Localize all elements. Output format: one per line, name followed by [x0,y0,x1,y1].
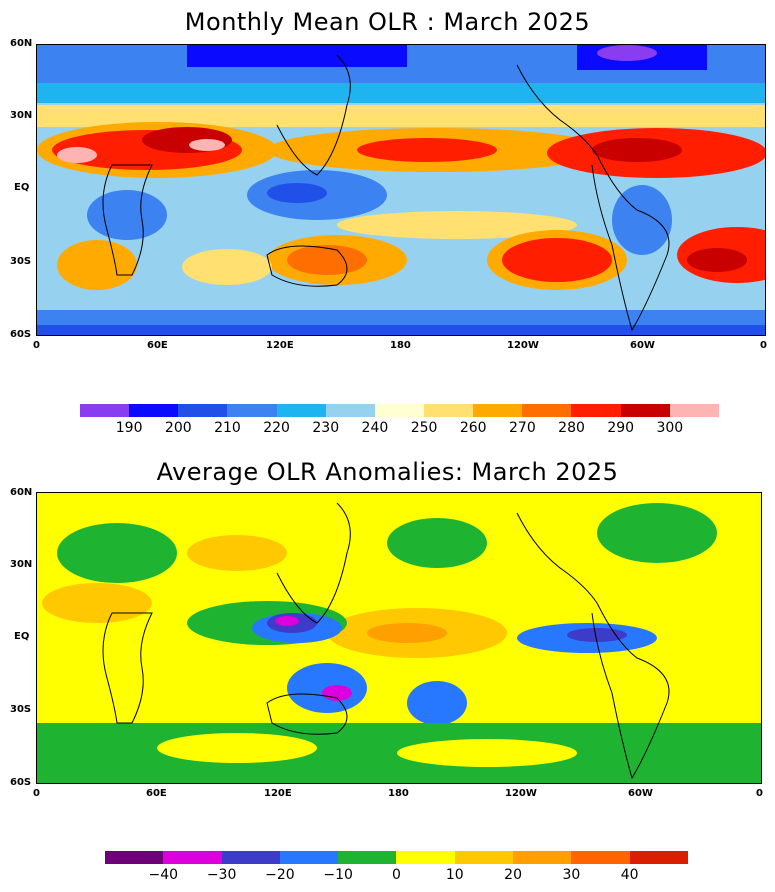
top-lon-label-120e: 120E [266,340,294,351]
olr-anomaly-colorbar-tick-label: 20 [504,867,522,883]
top-lon-label-60e: 60E [147,340,168,351]
olr-anomaly-colorbar-swatch [338,851,397,864]
bottom-lon-label-120e: 120E [264,788,292,799]
top-lat-label-60n: 60N [10,38,33,49]
olr-anomaly-colorbar-swatch [105,851,164,864]
olr-anomaly-colorbar-tick-label: −20 [265,867,295,883]
olr-anomaly-colorbar-tick-label: 40 [620,867,639,883]
top-lat-label-60s: 60S [10,329,32,340]
olr-mean-colorbar-tick-label: 190 [115,420,143,436]
olr-mean-colorbar-swatch [473,404,523,417]
olr-anomaly-colorbar-tick-label: −10 [323,867,353,883]
bottom-lon-label-0-east: 0 [756,788,763,799]
olr-anomaly-colorbar-tick-label: 30 [562,867,581,883]
olr-mean-colorbar-swatch [669,404,719,417]
olr-anomaly-colorbar-swatch [396,851,455,864]
bottom-lat-label-60s: 60S [10,777,32,788]
bottom-lon-label-60e: 60E [146,788,167,799]
olr-mean-colorbar-tick-label: 250 [410,420,438,436]
top-lon-label-60w: 60W [630,340,655,351]
olr-mean-colorbar-swatch [80,404,130,417]
olr-mean-colorbar-tick-label: 240 [361,420,389,436]
olr-mean-colorbar-swatch [571,404,621,417]
bottom-lon-label-60w: 60W [628,788,653,799]
olr-mean-colorbar-swatch [276,404,326,417]
olr-mean-colorbar-tick-label: 290 [607,420,635,436]
top-lon-label-180: 180 [390,340,411,351]
olr-anomaly-map [36,492,762,784]
olr-mean-colorbar-tick-label: 280 [558,420,585,436]
olr-mean-colorbar-swatch [178,404,228,417]
olr-mean-colorbar-swatch [325,404,375,417]
olr-mean-colorbar-swatch [374,404,424,417]
bottom-lon-label-180: 180 [388,788,409,799]
top-lat-label-30n: 30N [10,110,33,121]
olr-mean-colorbar-swatch [423,404,474,417]
top-lon-label-120w: 120W [507,340,539,351]
olr-mean-colorbar-tick-label: 260 [459,420,487,436]
bottom-map-title: Average OLR Anomalies: March 2025 [156,458,619,486]
olr-anomaly-colorbar-swatch [629,851,688,864]
olr-mean-colorbar-tick-label: 230 [312,420,340,436]
olr-anomaly-colorbar-tick-label: −40 [148,867,179,883]
olr-mean-field [37,45,765,335]
top-map-title: Monthly Mean OLR : March 2025 [184,8,591,36]
olr-mean-colorbar-tick-label: 210 [214,420,241,436]
top-lat-label-30s: 30S [10,256,32,267]
top-lon-label-0-east: 0 [760,340,767,351]
olr-mean-colorbar-tick-label: 200 [164,420,192,436]
olr-anomaly-colorbar-swatch [163,851,222,864]
olr-anomaly-colorbar-swatch [571,851,630,864]
olr-anomaly-colorbar [105,851,688,864]
olr-mean-colorbar-swatch [620,404,670,417]
top-lon-label-0: 0 [33,340,40,351]
olr-anomaly-colorbar-tick-label: 10 [445,867,464,883]
bottom-lon-label-120w: 120W [505,788,537,799]
bottom-lat-label-60n: 60N [10,487,33,498]
olr-anomaly-colorbar-swatch [279,851,339,864]
olr-mean-colorbar-tick-label: 270 [509,420,536,436]
olr-mean-colorbar-tick-label: 220 [263,420,290,436]
olr-mean-colorbar [80,404,719,417]
olr-anomaly-colorbar-swatch [221,851,280,864]
olr-mean-colorbar-swatch [227,404,277,417]
olr-mean-colorbar-tick-label: 300 [656,420,684,436]
bottom-lat-label-30s: 30S [10,704,32,715]
bottom-lat-label-eq: EQ [14,631,30,642]
bottom-lon-label-0: 0 [33,788,40,799]
top-lat-label-eq: EQ [14,182,30,193]
olr-mean-colorbar-swatch [522,404,572,417]
olr-mean-map [36,44,766,336]
bottom-lat-label-30n: 30N [10,559,33,570]
olr-anomaly-colorbar-tick-label: 0 [392,867,401,883]
olr-anomaly-colorbar-swatch [454,851,514,864]
olr-anomaly-colorbar-tick-label: −30 [206,867,237,883]
olr-mean-colorbar-swatch [129,404,179,417]
olr-anomaly-colorbar-swatch [513,851,572,864]
olr-anomaly-field [37,493,761,783]
